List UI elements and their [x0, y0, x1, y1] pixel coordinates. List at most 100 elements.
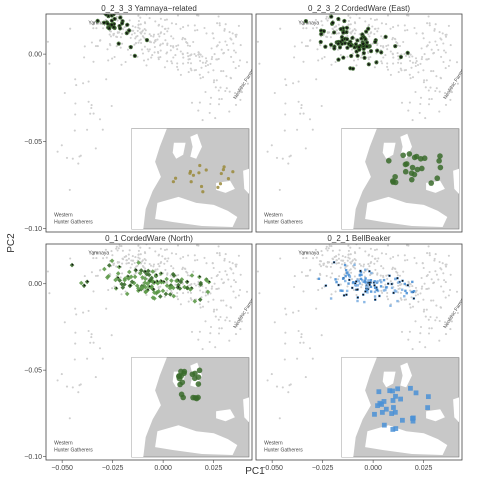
inset-map	[131, 128, 250, 230]
reference-point	[441, 262, 444, 265]
data-point-inner	[362, 293, 365, 296]
reference-point	[186, 52, 189, 55]
reference-point	[181, 266, 184, 269]
reference-point	[166, 289, 169, 292]
reference-point	[170, 289, 173, 292]
reference-point	[232, 42, 235, 45]
reference-point	[176, 62, 179, 65]
reference-point	[427, 15, 430, 18]
y-tick-label: −0.10	[24, 226, 42, 233]
reference-point	[406, 258, 409, 262]
reference-point	[413, 26, 416, 30]
reference-point	[65, 385, 69, 388]
data-point-inner	[147, 288, 149, 291]
reference-point	[200, 296, 203, 299]
reference-point	[218, 22, 221, 25]
reference-point	[215, 308, 218, 311]
reference-point	[149, 34, 153, 37]
data-point-inner	[368, 283, 371, 286]
map-site	[201, 190, 205, 194]
reference-point	[211, 262, 214, 265]
reference-point	[157, 58, 160, 61]
reference-point	[358, 17, 361, 20]
reference-point	[304, 45, 308, 48]
reference-point	[146, 48, 149, 51]
reference-point	[116, 19, 119, 22]
data-point	[373, 40, 377, 44]
reference-point	[119, 36, 122, 39]
reference-point	[449, 98, 452, 101]
reference-point	[147, 50, 150, 53]
data-point	[353, 283, 357, 287]
data-point	[379, 285, 383, 288]
data-point-inner	[333, 261, 335, 264]
map-site	[425, 394, 431, 400]
reference-point	[159, 56, 162, 59]
reference-point	[119, 276, 122, 279]
reference-point	[164, 268, 167, 271]
reference-point	[172, 46, 175, 49]
reference-point	[87, 329, 90, 333]
reference-point	[320, 334, 323, 337]
reference-point	[402, 270, 405, 273]
data-point-inner	[71, 263, 74, 266]
reference-point	[421, 32, 424, 35]
reference-point	[102, 27, 105, 30]
data-point	[375, 48, 379, 53]
map-site	[393, 426, 399, 431]
reference-point	[403, 53, 406, 56]
data-point	[110, 18, 114, 23]
data-point	[155, 280, 161, 286]
reference-point	[323, 55, 326, 59]
data-point	[363, 280, 366, 283]
map-site	[199, 184, 204, 189]
reference-point	[426, 273, 429, 277]
data-point	[133, 54, 137, 58]
data-point	[145, 38, 149, 42]
reference-point	[82, 82, 85, 85]
label-neolithic-farmers: Neolithic Farmers	[442, 64, 468, 101]
data-point	[170, 271, 176, 277]
reference-point	[352, 288, 356, 292]
map-site	[419, 165, 425, 172]
reference-point	[60, 144, 63, 147]
reference-point	[359, 264, 363, 267]
reference-point	[403, 298, 406, 301]
reference-point	[348, 257, 351, 260]
reference-point	[379, 274, 382, 277]
reference-point	[417, 300, 420, 303]
data-point	[335, 280, 338, 284]
reference-point	[336, 278, 340, 281]
reference-point	[211, 32, 214, 35]
reference-point	[209, 332, 212, 335]
reference-point	[186, 271, 189, 274]
reference-point	[320, 20, 323, 23]
reference-point	[389, 27, 392, 30]
reference-point	[334, 60, 337, 64]
reference-point	[392, 62, 395, 65]
reference-point	[446, 242, 448, 244]
data-point	[112, 17, 117, 21]
reference-point	[160, 31, 163, 34]
reference-point	[193, 29, 197, 32]
data-point	[373, 286, 377, 290]
data-point	[380, 280, 383, 284]
map-site	[428, 180, 435, 186]
reference-point	[364, 250, 367, 253]
reference-point	[211, 55, 214, 59]
reference-point	[214, 315, 217, 318]
reference-point	[197, 109, 200, 112]
map-site	[231, 170, 235, 174]
reference-point	[325, 17, 328, 20]
reference-point	[340, 263, 344, 266]
reference-point	[125, 262, 128, 265]
map-site	[171, 180, 175, 184]
reference-point	[74, 78, 77, 81]
data-point	[115, 271, 121, 276]
reference-point	[396, 274, 399, 277]
reference-point	[90, 271, 93, 274]
data-point	[400, 288, 404, 291]
data-point	[369, 278, 373, 282]
reference-point	[92, 253, 95, 256]
reference-point	[422, 37, 425, 40]
